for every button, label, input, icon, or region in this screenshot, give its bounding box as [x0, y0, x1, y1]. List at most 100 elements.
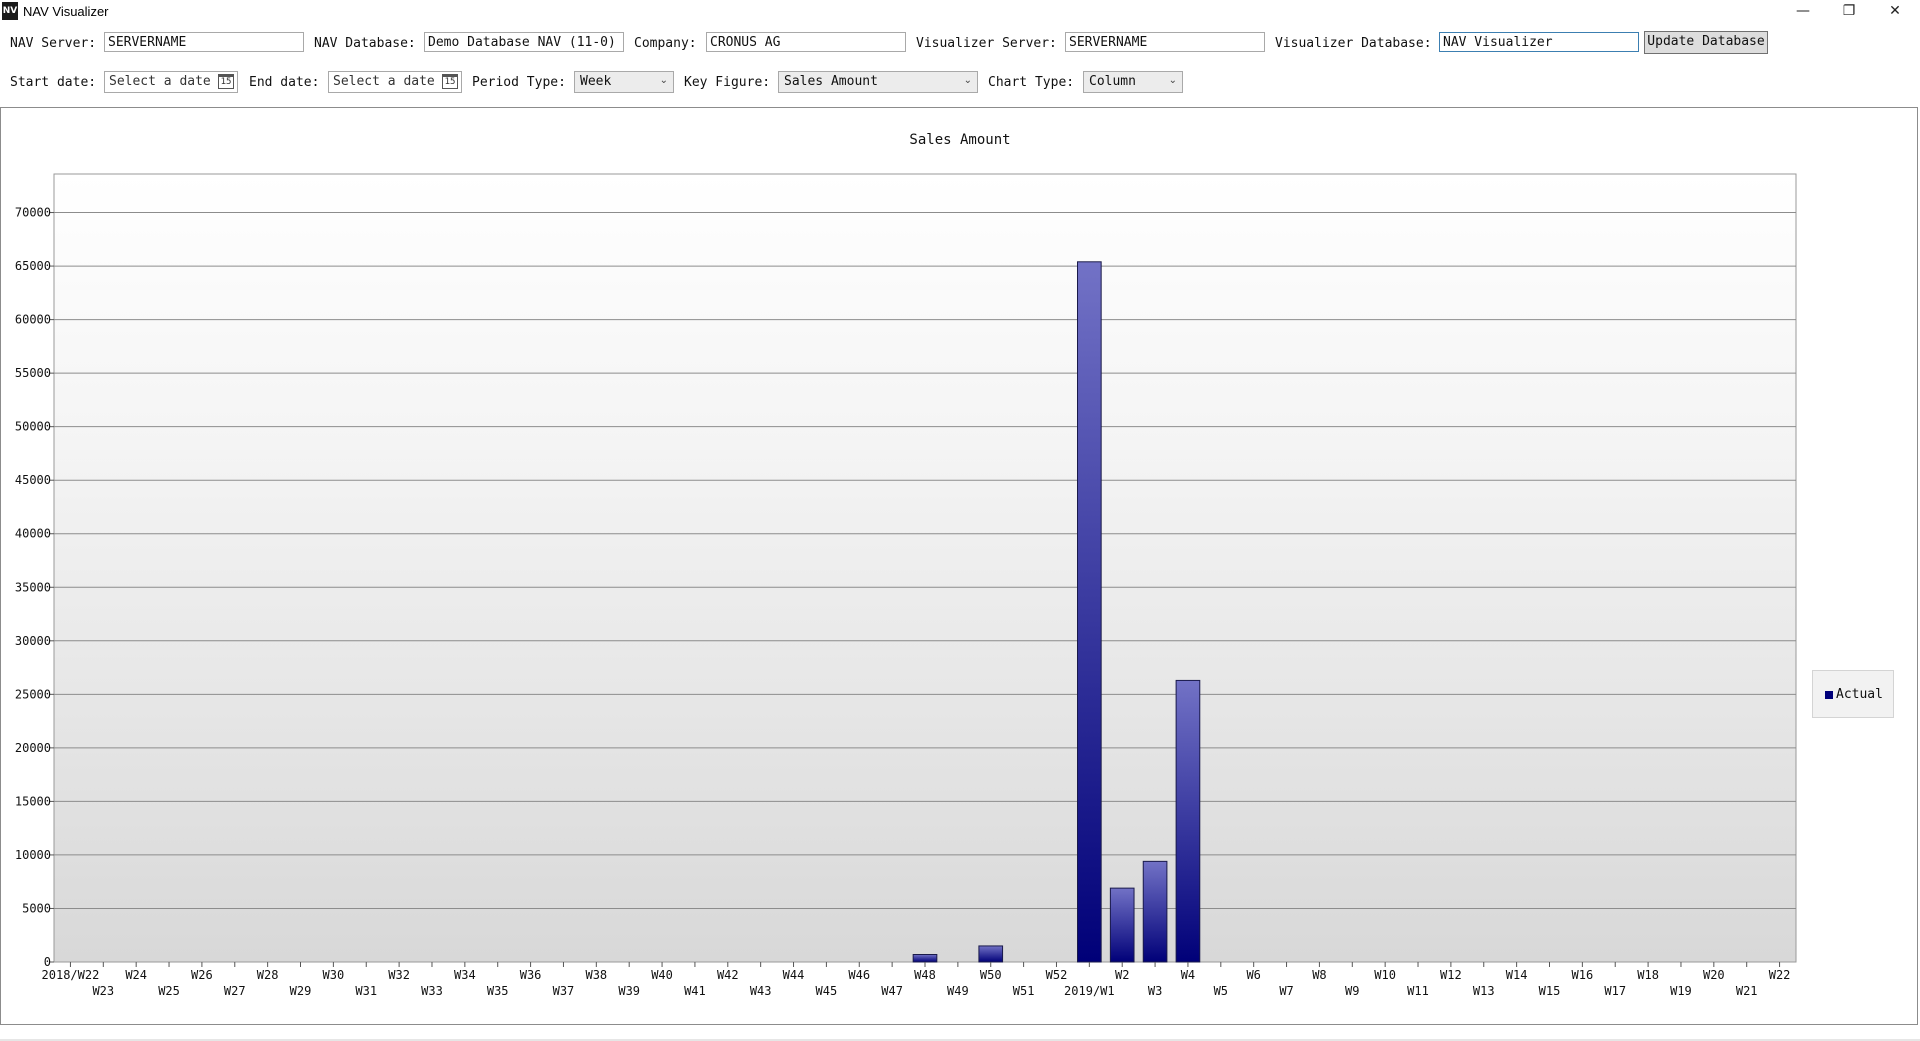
period-type-select[interactable]: Week ⌄ [574, 71, 674, 93]
bar-w50 [978, 945, 1004, 963]
x-tick-label: W36 [520, 968, 542, 982]
minimize-icon[interactable]: — [1796, 3, 1810, 19]
x-tick-label: W29 [290, 984, 312, 998]
x-tick-label: W46 [848, 968, 870, 982]
key-figure-select[interactable]: Sales Amount ⌄ [778, 71, 978, 93]
x-tick-label: W12 [1440, 968, 1462, 982]
connection-toolbar: NAV Server: SERVERNAME NAV Database: Dem… [0, 30, 1920, 56]
visualizer-server-label: Visualizer Server: [916, 36, 1057, 51]
calendar-icon[interactable]: 15 [218, 74, 234, 89]
key-figure-label: Key Figure: [684, 75, 771, 90]
end-date-label: End date: [249, 75, 320, 90]
x-tick-label: W39 [618, 984, 640, 998]
x-tick-label: W48 [914, 968, 936, 982]
nav-database-label: NAV Database: [314, 36, 416, 51]
legend-swatch-actual [1825, 691, 1833, 699]
period-type-label: Period Type: [472, 75, 566, 90]
chart-type-value: Column [1089, 74, 1136, 89]
company-input[interactable]: CRONUS AG [706, 32, 906, 52]
x-tick-label: W34 [454, 968, 476, 982]
close-icon[interactable]: ✕ [1889, 3, 1901, 19]
y-tick-label: 20000 [15, 741, 51, 755]
x-tick-label: W8 [1312, 968, 1326, 982]
visualizer-database-label: Visualizer Database: [1275, 36, 1432, 51]
x-tick-label: W45 [816, 984, 838, 998]
legend-label-actual: Actual [1836, 687, 1883, 702]
x-tick-label: W50 [980, 968, 1002, 982]
x-tick-label: W22 [1769, 968, 1791, 982]
y-tick-label: 35000 [15, 580, 51, 594]
bar-w4 [1175, 679, 1201, 963]
chart-type-label: Chart Type: [988, 75, 1075, 90]
visualizer-database-input[interactable]: NAV Visualizer [1439, 32, 1639, 52]
x-tick-label: W32 [388, 968, 410, 982]
x-tick-label: W19 [1670, 984, 1692, 998]
x-tick-label: 2019/W1 [1064, 984, 1115, 998]
x-tick-label: W26 [191, 968, 213, 982]
y-tick-label: 5000 [22, 901, 51, 915]
x-tick-label: W33 [421, 984, 443, 998]
x-tick-label: W2 [1115, 968, 1129, 982]
nav-server-input[interactable]: SERVERNAME [104, 32, 304, 52]
nav-server-label: NAV Server: [10, 36, 97, 51]
y-tick-label: 10000 [15, 848, 51, 862]
chevron-down-icon: ⌄ [963, 75, 972, 86]
start-date-label: Start date: [10, 75, 97, 90]
x-tick-label: W9 [1345, 984, 1359, 998]
y-tick-label: 45000 [15, 473, 51, 487]
x-tick-label: W40 [651, 968, 673, 982]
x-tick-label: W49 [947, 984, 969, 998]
sales-chart: Sales Amount 0 5000 10000 15000 20000 25000 30… [15, 132, 1797, 998]
chart-panel: Sales Amount 0 5000 10000 15000 20000 25000 30… [0, 107, 1918, 1025]
x-tick-label: W18 [1637, 968, 1659, 982]
y-tick-label: 15000 [15, 794, 51, 808]
y-tick-label: 50000 [15, 420, 51, 434]
x-tick-label: W35 [487, 984, 509, 998]
plot-area [53, 173, 1797, 963]
bar-w3 [1142, 860, 1168, 963]
x-tick-label: W16 [1572, 968, 1594, 982]
chevron-down-icon: ⌄ [659, 75, 668, 86]
x-tick-label: W7 [1279, 984, 1293, 998]
y-tick-label: 60000 [15, 313, 51, 327]
key-figure-value: Sales Amount [784, 74, 878, 89]
x-tick-label: W11 [1407, 984, 1429, 998]
update-database-button[interactable]: Update Database [1644, 31, 1768, 54]
y-tick-label: 55000 [15, 366, 51, 380]
filter-toolbar: Start date: Select a date 15 End date: S… [0, 69, 1920, 95]
x-tick-label: W43 [750, 984, 772, 998]
x-tick-label: W38 [585, 968, 607, 982]
bar-2019-w1 [1077, 261, 1102, 963]
x-tick-label: W15 [1539, 984, 1561, 998]
chart-type-select[interactable]: Column ⌄ [1083, 71, 1183, 93]
period-type-value: Week [580, 74, 612, 89]
start-date-picker[interactable]: Select a date 15 [104, 71, 238, 93]
restore-icon[interactable]: ❐ [1842, 3, 1856, 19]
x-tick-label: W13 [1473, 984, 1495, 998]
window-title: NAV Visualizer [23, 4, 109, 19]
x-tick-label: W44 [783, 968, 805, 982]
nav-database-input[interactable]: Demo Database NAV (11-0) [424, 32, 624, 52]
x-tick-label: W27 [224, 984, 246, 998]
status-strip [0, 1039, 1920, 1041]
company-label: Company: [634, 36, 697, 51]
y-tick-label: 65000 [15, 259, 51, 273]
x-tick-label: 2018/W22 [42, 968, 100, 982]
x-tick-label: W41 [684, 984, 706, 998]
x-tick-label: W6 [1246, 968, 1260, 982]
x-tick-label: W24 [125, 968, 147, 982]
end-date-picker[interactable]: Select a date 15 [328, 71, 462, 93]
x-tick-label: W42 [717, 968, 739, 982]
start-date-placeholder: Select a date [109, 74, 211, 89]
x-tick-label: W37 [553, 984, 575, 998]
x-tick-label: W3 [1148, 984, 1162, 998]
visualizer-server-input[interactable]: SERVERNAME [1065, 32, 1265, 52]
title-bar: NV NAV Visualizer — ❐ ✕ [0, 0, 1920, 24]
x-tick-label: W31 [355, 984, 377, 998]
y-tick-label: 25000 [15, 687, 51, 701]
y-tick-label: 70000 [15, 206, 51, 220]
calendar-icon[interactable]: 15 [442, 74, 458, 89]
chart-legend: Actual [1812, 670, 1894, 718]
x-tick-label: W20 [1703, 968, 1725, 982]
x-tick-label: W51 [1013, 984, 1035, 998]
